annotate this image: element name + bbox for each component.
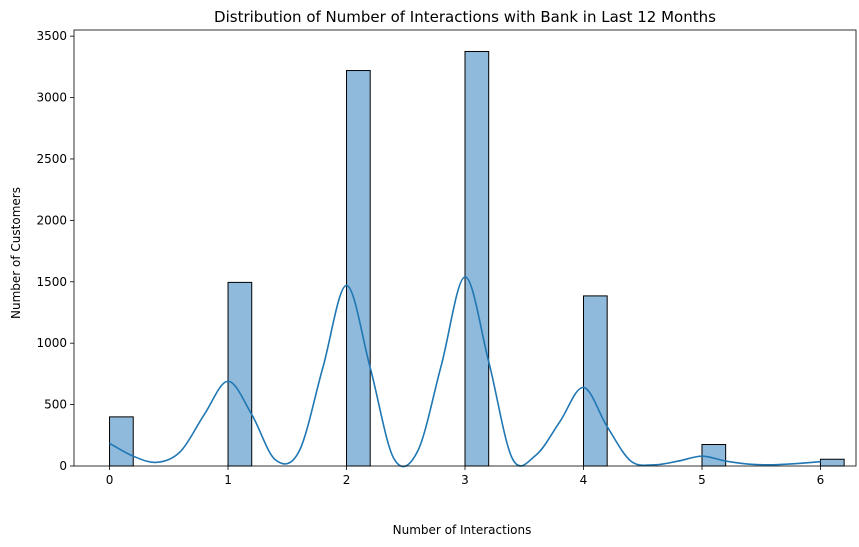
x-axis-ticks: 0 1 2 3 4 5 6 xyxy=(106,466,825,487)
bar-0 xyxy=(109,416,134,467)
y-tick-label-2000: 2000 xyxy=(36,213,67,227)
bar-3 xyxy=(464,50,490,467)
x-tick-label-5: 5 xyxy=(698,473,706,487)
x-tick-label-4: 4 xyxy=(580,473,588,487)
bar-2 xyxy=(346,70,371,467)
kde-curve xyxy=(109,276,821,468)
x-axis-label: Number of Interactions xyxy=(393,523,532,537)
bar-6 xyxy=(819,458,845,467)
bar-1 xyxy=(227,281,253,467)
x-tick-label-1: 1 xyxy=(224,473,232,487)
x-tick-label-6: 6 xyxy=(817,473,825,487)
y-tick-label-500: 500 xyxy=(44,398,67,412)
y-tick-label-1500: 1500 xyxy=(36,275,67,289)
y-tick-label-2500: 2500 xyxy=(36,152,67,166)
chart-title: Distribution of Number of Interactions w… xyxy=(214,8,716,26)
y-axis-label: Number of Customers xyxy=(9,187,23,319)
bars-group xyxy=(109,50,845,467)
x-tick-label-0: 0 xyxy=(106,473,114,487)
y-tick-label-0: 0 xyxy=(59,459,67,473)
y-tick-label-3000: 3000 xyxy=(36,91,67,105)
y-tick-label-3500: 3500 xyxy=(36,29,67,43)
y-axis-ticks: 0 500 1000 1500 2000 2500 3000 3500 xyxy=(36,29,74,473)
bar-4 xyxy=(582,295,608,467)
x-tick-label-3: 3 xyxy=(461,473,469,487)
x-tick-label-2: 2 xyxy=(343,473,351,487)
bar-5 xyxy=(701,444,727,467)
y-tick-label-1000: 1000 xyxy=(36,336,67,350)
